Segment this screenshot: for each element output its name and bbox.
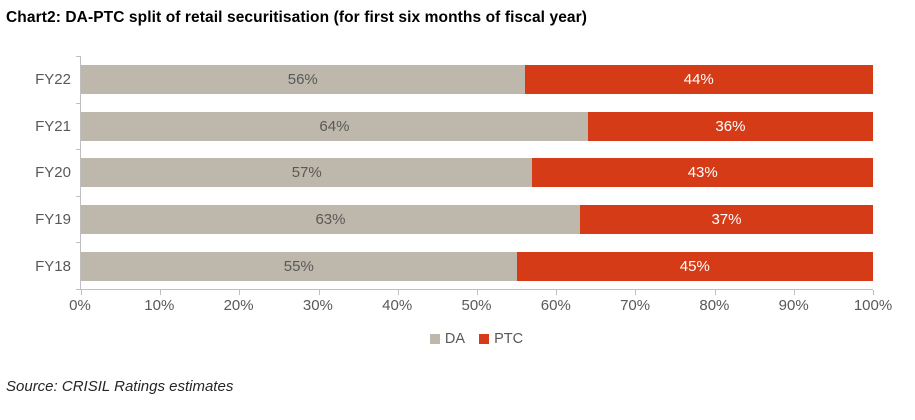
da-swatch-icon	[429, 334, 440, 344]
y-axis-tick	[76, 102, 81, 104]
category-label: FY19	[35, 211, 71, 229]
ptc-swatch-icon	[479, 334, 490, 344]
x-axis-tick	[397, 290, 399, 295]
bar-row: FY22 56% 44%	[35, 56, 873, 103]
bar-segment-da: 63%	[81, 205, 580, 235]
bar-value-label: 36%	[715, 117, 746, 135]
stacked-bar: 56% 44%	[81, 64, 873, 94]
source-note: Source: CRISIL Ratings estimates	[6, 378, 234, 395]
bar-value-label: 56%	[287, 70, 318, 88]
x-axis-tick-label: 20%	[223, 297, 254, 314]
x-axis-tick	[477, 290, 478, 295]
bar-row: FY20 57% 43%	[35, 150, 873, 197]
x-axis-tick-label: 50%	[461, 297, 492, 314]
x-axis-tick	[160, 290, 162, 295]
x-axis-tick	[318, 290, 320, 295]
stacked-bar: 63% 37%	[81, 205, 873, 235]
x-axis-tick	[714, 290, 716, 295]
bar-segment-ptc: 45%	[516, 252, 873, 282]
bar-value-label: 45%	[679, 258, 710, 276]
chart-title: Chart2: DA-PTC split of retail securitis…	[6, 9, 588, 26]
category-label: FY22	[35, 70, 71, 88]
y-axis-tick	[76, 289, 81, 290]
x-axis-tick-label: 40%	[382, 297, 413, 314]
bar-segment-ptc: 37%	[579, 205, 873, 235]
legend-item-da: DA	[429, 331, 466, 347]
legend-item-ptc: PTC	[479, 331, 523, 347]
bar-row: FY18 55% 45%	[35, 243, 873, 290]
x-axis-tick-label: 0%	[69, 297, 91, 314]
y-axis-tick	[76, 149, 81, 151]
x-axis-tick	[81, 290, 82, 295]
bar-segment-ptc: 36%	[587, 111, 873, 141]
legend-label-ptc: PTC	[494, 331, 524, 347]
bar-value-label: 37%	[711, 211, 742, 229]
bar-value-label: 63%	[315, 211, 346, 229]
x-axis-tick-label: 100%	[853, 297, 893, 314]
plot-area: FY22 56% 44% FY21 64% 36% FY20 57% 43% FY19 63% 37%…	[35, 56, 874, 295]
y-axis-tick	[76, 242, 81, 244]
y-axis-tick	[76, 195, 81, 197]
x-axis-tick	[556, 290, 558, 295]
bar-row: FY19 63% 37%	[35, 196, 873, 243]
bar-value-label: 55%	[283, 258, 314, 276]
bar-segment-ptc: 44%	[524, 64, 873, 94]
stacked-bar: 64% 36%	[81, 111, 873, 141]
legend-label-da: DA	[444, 331, 466, 347]
x-axis-tick	[873, 290, 874, 295]
chart: FY22 56% 44% FY21 64% 36% FY20 57% 43% FY19 63% 37%…	[35, 56, 892, 347]
x-axis-tick	[239, 290, 241, 295]
x-axis-tick-label: 90%	[778, 297, 809, 314]
bar-value-label: 43%	[687, 164, 718, 182]
category-label: FY18	[35, 258, 71, 276]
y-axis-tick	[76, 56, 81, 57]
x-axis-labels: 0% 10% 20% 30% 40% 50% 60% 70% 80% 90% 100%	[69, 297, 892, 317]
bar-segment-ptc: 43%	[532, 158, 873, 188]
legend: DA PTC	[80, 331, 873, 347]
bar-value-label: 44%	[683, 70, 714, 88]
bar-segment-da: 56%	[81, 64, 525, 94]
bar-segment-da: 57%	[81, 158, 533, 188]
x-axis-tick	[793, 290, 795, 295]
x-axis-tick-label: 10%	[144, 297, 175, 314]
category-label: FY21	[35, 117, 71, 135]
bar-segment-da: 55%	[81, 252, 517, 282]
bar-value-label: 57%	[291, 164, 322, 182]
bar-row: FY21 64% 36%	[35, 103, 873, 150]
x-axis-tick-label: 80%	[699, 297, 730, 314]
x-axis-tick	[635, 290, 637, 295]
stacked-bar: 57% 43%	[81, 158, 873, 188]
x-axis-tick-label: 70%	[620, 297, 651, 314]
x-axis-tick-label: 60%	[540, 297, 571, 314]
category-label: FY20	[35, 164, 71, 182]
x-axis-tick-label: 30%	[302, 297, 333, 314]
stacked-bar: 55% 45%	[81, 252, 873, 282]
bar-segment-da: 64%	[81, 111, 588, 141]
bar-value-label: 64%	[319, 117, 350, 135]
